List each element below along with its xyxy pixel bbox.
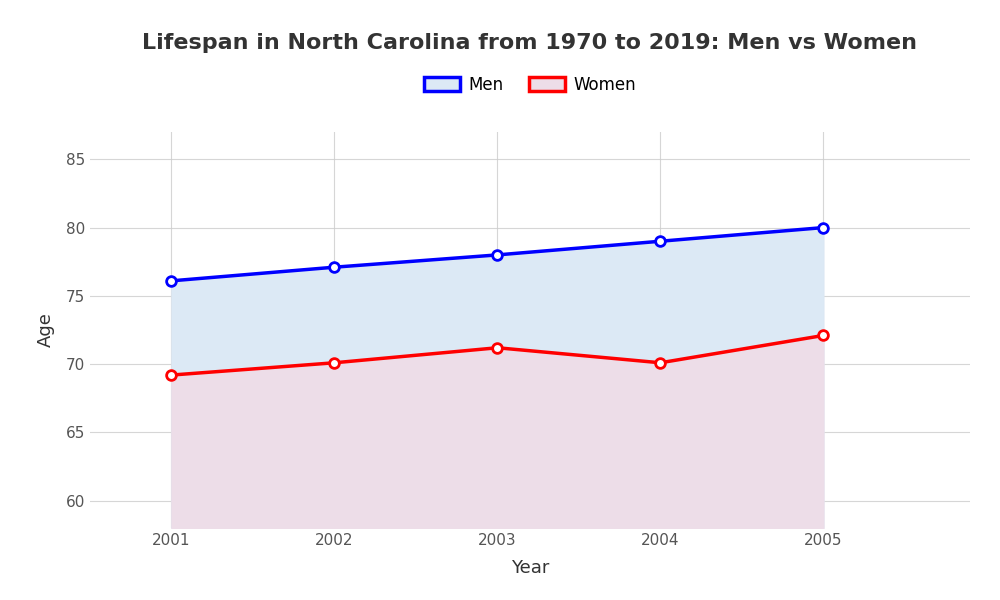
Title: Lifespan in North Carolina from 1970 to 2019: Men vs Women: Lifespan in North Carolina from 1970 to … (143, 32, 918, 53)
X-axis label: Year: Year (511, 559, 549, 577)
Y-axis label: Age: Age (37, 313, 55, 347)
Legend: Men, Women: Men, Women (417, 69, 643, 100)
